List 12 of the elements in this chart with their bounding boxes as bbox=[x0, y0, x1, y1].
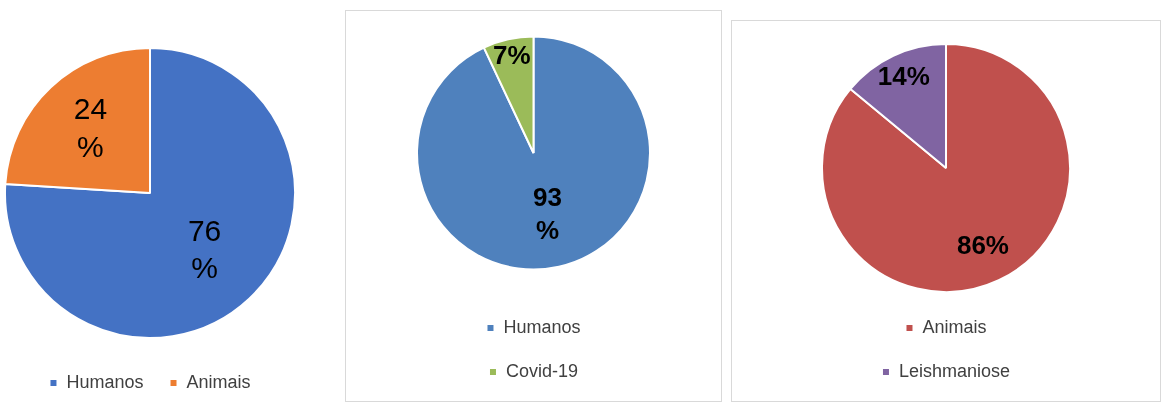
legend-label: Covid-19 bbox=[505, 360, 579, 381]
data-label: 7% bbox=[493, 39, 531, 70]
legend-label: Humanos bbox=[66, 371, 144, 392]
data-label: 14% bbox=[877, 61, 930, 92]
data-label: 24 % bbox=[73, 92, 108, 163]
legend-label: Animais bbox=[186, 371, 251, 392]
data-label: 86% bbox=[956, 229, 1009, 260]
legend-label: Animais bbox=[922, 316, 987, 337]
legend-label: Leishmaniose bbox=[898, 360, 1011, 381]
data-label: 76 % bbox=[187, 213, 222, 285]
legend-label: Humanos bbox=[503, 316, 581, 337]
data-label: 93 % bbox=[533, 182, 562, 245]
